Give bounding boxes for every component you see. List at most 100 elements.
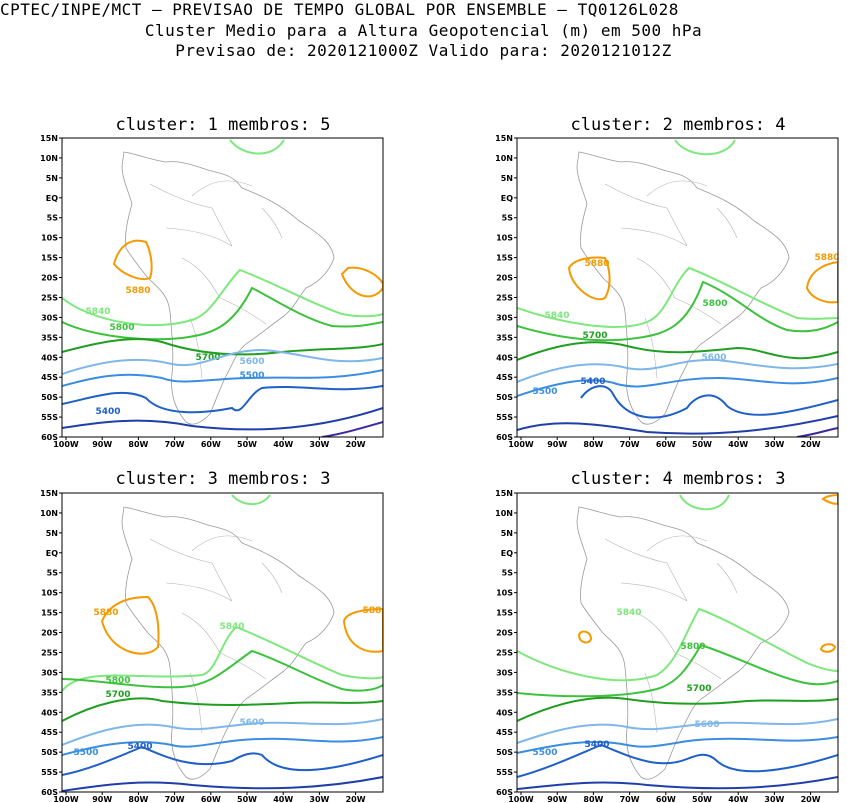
contour-5840 bbox=[62, 268, 383, 326]
lon-tick-label: 30W bbox=[309, 795, 329, 803]
contour-5600 bbox=[517, 358, 838, 383]
lat-tick-label: 15N bbox=[495, 134, 513, 143]
lat-tick-label: 25S bbox=[496, 648, 513, 657]
header-line-3: Previsao de: 2020121000Z Valido para: 20… bbox=[175, 41, 672, 60]
lat-tick-label: 20S bbox=[41, 629, 58, 638]
country-border bbox=[219, 297, 267, 325]
lat-tick-label: 10S bbox=[41, 234, 58, 243]
lon-tick-label: 60W bbox=[201, 795, 221, 803]
lon-tick-label: 30W bbox=[764, 795, 784, 803]
contour-5840 bbox=[674, 139, 736, 156]
lat-tick-label: 15S bbox=[41, 609, 58, 618]
country-border bbox=[674, 297, 722, 325]
contour-5840 bbox=[517, 607, 838, 682]
lat-tick-label: EQ bbox=[46, 194, 58, 203]
contour-label: 5700 bbox=[105, 690, 130, 700]
lon-tick-label: 50W bbox=[237, 440, 257, 449]
contour-label: 5840 bbox=[544, 311, 569, 321]
lon-tick-label: 30W bbox=[309, 440, 329, 449]
contour-label: 5500 bbox=[73, 748, 98, 758]
contour-label: 5600 bbox=[239, 357, 264, 367]
country-border bbox=[149, 538, 213, 564]
contour-label: 5400 bbox=[580, 377, 605, 387]
header-line-2: Cluster Medio para a Altura Geopotencial… bbox=[144, 21, 703, 40]
map-content: 5880 5840 5800 5700 5600 5500 5400 15N 10N 5N EQ 5S… bbox=[40, 134, 384, 449]
lon-tick-label: 90W bbox=[547, 440, 567, 449]
country-border bbox=[165, 582, 233, 602]
map-frame bbox=[516, 492, 839, 793]
contour-5880 bbox=[577, 630, 593, 644]
contour-label: 5500 bbox=[239, 371, 264, 381]
lat-tick-label: 5N bbox=[501, 174, 513, 183]
contour-5840 bbox=[679, 494, 730, 511]
lat-tick-label: 25S bbox=[496, 293, 513, 302]
lon-tick-label: 80W bbox=[128, 795, 148, 803]
lat-tick-label: 55S bbox=[496, 768, 513, 777]
lon-tick-label: 40W bbox=[273, 440, 293, 449]
country-border bbox=[165, 227, 233, 247]
lat-tick-label: 15N bbox=[40, 489, 58, 498]
lat-tick-label: EQ bbox=[46, 549, 58, 558]
contour-label: 5840 bbox=[219, 622, 244, 632]
lat-tick-label: 35S bbox=[496, 333, 513, 342]
lat-tick-label: 15N bbox=[495, 489, 513, 498]
lat-tick-label: 25S bbox=[41, 648, 58, 657]
country-border bbox=[646, 180, 708, 197]
contour-5600 bbox=[62, 718, 383, 746]
map-content: 5880 5880 5840 5800 5700 5600 5500 5400 15N 10N 5N… bbox=[495, 134, 839, 449]
contour-label: 5600 bbox=[239, 718, 264, 728]
map-panel-3: 5880 588 5840 5800 5700 5600 5500 5400 15N 10N 5N E… bbox=[40, 489, 384, 803]
lat-tick-label: 60S bbox=[496, 788, 513, 797]
country-border bbox=[261, 207, 283, 239]
contour-5880 bbox=[805, 260, 838, 304]
lon-tick-label: 100W bbox=[53, 795, 79, 803]
contour-label: 5700 bbox=[686, 684, 711, 694]
country-border bbox=[636, 257, 676, 299]
lat-tick-label: 10N bbox=[495, 509, 513, 518]
country-border bbox=[646, 535, 708, 552]
contour-5880 bbox=[112, 239, 153, 280]
map-panel-1: 5880 5840 5800 5700 5600 5500 5400 15N 10N 5N EQ 5S… bbox=[40, 134, 384, 449]
lon-tick-label: 80W bbox=[128, 440, 148, 449]
lon-tick-label: 20W bbox=[801, 440, 821, 449]
contour-low bbox=[517, 776, 838, 790]
contour-lowest bbox=[796, 427, 838, 437]
contour-label: 5800 bbox=[680, 642, 705, 652]
contour-5700 bbox=[62, 697, 383, 722]
lon-tick-label: 60W bbox=[656, 440, 676, 449]
panel-1-title: cluster: 1 membros: 5 bbox=[115, 115, 331, 135]
lat-tick-label: 45S bbox=[496, 373, 513, 382]
contour-5700 bbox=[517, 696, 838, 722]
lat-tick-label: 20S bbox=[41, 274, 58, 283]
contour-label: 5840 bbox=[616, 608, 641, 618]
country-border bbox=[149, 183, 213, 209]
lat-tick-label: 15S bbox=[496, 254, 513, 263]
lon-tick-label: 70W bbox=[620, 795, 640, 803]
contour-5600 bbox=[517, 718, 838, 744]
lon-tick-label: 90W bbox=[92, 440, 112, 449]
lat-tick-label: 55S bbox=[41, 413, 58, 422]
contour-label: 5500 bbox=[532, 748, 557, 758]
contour-5840 bbox=[229, 139, 285, 155]
map-frame bbox=[61, 137, 384, 438]
country-border bbox=[716, 562, 738, 594]
lat-tick-label: 10N bbox=[495, 154, 513, 163]
lat-tick-label: 30S bbox=[41, 313, 58, 322]
south-america-coastline bbox=[121, 506, 335, 780]
country-border bbox=[636, 612, 676, 654]
lat-tick-label: 55S bbox=[41, 768, 58, 777]
country-border bbox=[716, 207, 738, 239]
country-border bbox=[620, 227, 688, 247]
country-border bbox=[674, 652, 722, 680]
map-content: 5880 588 5840 5800 5700 5600 5500 5400 15N 10N 5N E… bbox=[40, 489, 384, 803]
lat-tick-label: 35S bbox=[41, 333, 58, 342]
lat-tick-label: 15S bbox=[41, 254, 58, 263]
lat-tick-label: EQ bbox=[501, 549, 513, 558]
contour-label: 5700 bbox=[582, 331, 607, 341]
lat-tick-label: 40S bbox=[41, 353, 58, 362]
south-america-coastline bbox=[576, 151, 790, 425]
contour-label: 5700 bbox=[195, 353, 220, 363]
contour-label: 5880 bbox=[125, 286, 150, 296]
contour-label: 5600 bbox=[694, 720, 719, 730]
contour-label: 5880 bbox=[584, 259, 609, 269]
